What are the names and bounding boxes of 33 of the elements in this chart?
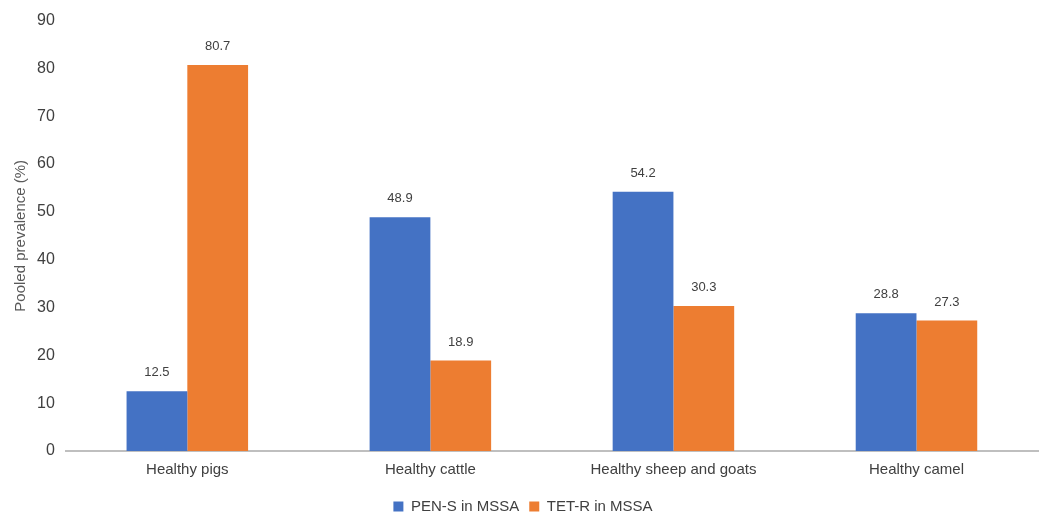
y-tick-label: 50	[37, 202, 55, 220]
bar	[916, 320, 978, 451]
y-tick-label: 10	[37, 393, 55, 411]
y-axis-title: Pooled prevalence (%)	[11, 159, 29, 312]
data-label: 30.3	[691, 279, 717, 295]
bar	[612, 191, 674, 451]
y-tick-label: 0	[45, 441, 55, 459]
bar	[673, 306, 735, 451]
x-tick-label: Healthy pigs	[146, 460, 229, 478]
x-tick-label: Healthy sheep and goats	[590, 460, 757, 478]
y-tick-label: 90	[37, 11, 55, 29]
bar	[187, 65, 249, 451]
y-tick-label: 60	[37, 154, 55, 172]
data-label: 48.9	[387, 190, 413, 206]
legend-label: TET-R in MSSA	[546, 496, 653, 514]
bar	[430, 360, 492, 451]
data-label: 27.3	[934, 293, 960, 309]
legend-label: PEN-S in MSSA	[410, 496, 520, 514]
y-tick-label: 30	[37, 297, 55, 315]
x-tick-label: Healthy cattle	[384, 460, 476, 478]
y-tick-label: 40	[37, 250, 55, 268]
bar	[855, 313, 917, 451]
data-label: 54.2	[630, 164, 656, 180]
data-label: 12.5	[144, 364, 170, 380]
bar	[126, 391, 188, 451]
y-tick-label: 20	[37, 345, 55, 363]
y-tick-label: 70	[37, 106, 55, 124]
data-label: 80.7	[205, 38, 231, 54]
data-label: 28.8	[873, 286, 899, 302]
bar	[369, 217, 431, 451]
data-label: 18.9	[448, 333, 474, 349]
x-tick-label: Healthy camel	[868, 460, 964, 478]
y-tick-label: 80	[37, 58, 55, 76]
